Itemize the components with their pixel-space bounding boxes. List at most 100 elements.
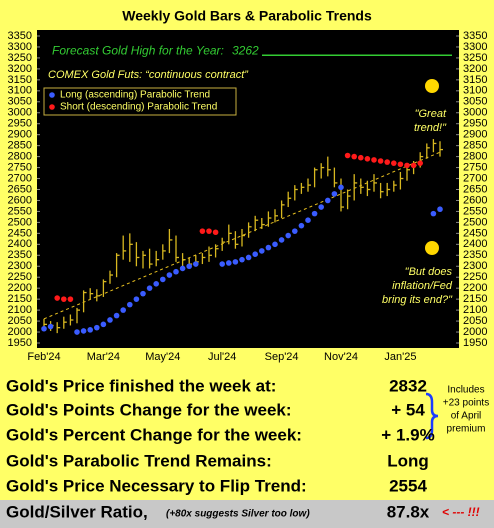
trend-dot [113,312,120,319]
x-tick-label: Jan'25 [384,351,416,363]
worried-icon [425,241,439,255]
trend-dot [61,296,67,302]
trend-dot [397,161,404,168]
trend-dot [331,191,338,197]
trend-dot [80,328,87,334]
ratio-alert: < --- !!! [442,505,480,519]
y-tick-label: 2650 [8,183,32,195]
trend-dot [292,228,298,234]
trend-dot [325,197,331,204]
y2-tick-label: 1950 [463,337,487,349]
trend-dot [212,229,219,236]
trend-dot [437,206,443,213]
summary-label: Gold's Price finished the week at: [6,376,276,395]
summary-label: Gold's Parabolic Trend Remains: [6,451,272,470]
y2-tick-label: 2100 [463,304,487,316]
trend-dot [160,276,166,283]
ratio-value: 87.8x [387,502,430,521]
annotation: "But does [405,266,453,278]
trend-dot [338,184,344,191]
legend-label: Long (ascending) Parabolic Trend [60,90,210,101]
trend-dot [245,254,252,261]
y-tick-label: 2750 [8,161,32,173]
y-tick-label: 3000 [8,107,32,119]
trend-dot [384,159,391,165]
trend-dot [252,251,258,257]
y2-tick-label: 3150 [463,74,487,86]
x-tick-label: Sep'24 [265,351,299,363]
y2-tick-label: 2750 [463,161,487,173]
y2-tick-label: 2250 [463,271,487,283]
y2-tick-label: 2800 [463,151,487,163]
trend-dot [186,263,192,270]
trend-dot [94,324,100,331]
trend-dot [166,272,173,278]
y-tick-label: 2850 [8,140,32,152]
y-tick-label: 2700 [8,172,32,184]
trend-dot [173,268,179,275]
trend-dot [133,296,140,302]
summary-value: 2554 [389,476,427,495]
x-tick-label: Nov'24 [324,351,358,363]
trend-dot [127,301,133,308]
summary-label: Gold's Price Necessary to Flip Trend: [6,476,307,495]
y-tick-label: 3050 [8,96,32,108]
y2-tick-label: 3300 [463,41,487,53]
y-tick-label: 2250 [8,271,32,283]
smiley-icon [425,79,439,93]
ratio-band [0,500,494,528]
ratio-label: Gold/Silver Ratio, [6,502,148,521]
y2-tick-label: 2700 [463,172,487,184]
y2-tick-label: 2200 [463,282,487,294]
y2-tick-label: 3000 [463,107,487,119]
trend-dot [358,154,364,161]
x-tick-label: Mar'24 [87,351,120,363]
y-tick-label: 2200 [8,282,32,294]
summary-label: Gold's Percent Change for the week: [6,425,302,444]
y2-tick-label: 3100 [463,85,487,97]
annotation: bring its end?" [382,294,453,306]
y-tick-label: 3350 [8,30,32,42]
y-tick-label: 2500 [8,216,32,228]
trend-dot [54,295,60,301]
y2-tick-label: 2550 [463,205,487,217]
y-tick-label: 2150 [8,293,32,305]
trend-dot [410,162,417,169]
y-tick-label: 3100 [8,85,32,97]
trend-dot [74,329,80,335]
y-tick-label: 2900 [8,129,32,141]
y2-tick-label: 2300 [463,260,487,272]
y2-tick-label: 2450 [463,227,487,239]
trend-dot [206,228,212,234]
premium-note: +23 points [443,398,489,409]
trend-dot [351,153,358,160]
summary-value: 2832 [389,376,427,395]
y2-tick-label: 2900 [463,129,487,141]
y2-tick-label: 3350 [463,30,487,42]
trend-dot [100,321,107,328]
y-tick-label: 2400 [8,238,32,250]
y2-tick-label: 2400 [463,238,487,250]
forecast-value: 3262 [232,43,259,57]
trend-dot [311,210,318,217]
trend-dot [47,323,54,330]
trend-dot [153,280,159,287]
trend-dot [391,160,397,166]
legend-box [43,87,237,116]
y-tick-label: 3200 [8,63,32,75]
summary-label: Gold's Points Change for the week: [6,400,292,419]
y2-tick-label: 2850 [463,140,487,152]
summary-value: + 54 [391,400,425,419]
trend-dot [265,244,272,251]
trend-dot [272,241,278,248]
trend-dot [146,285,153,291]
y2-tick-label: 3050 [463,96,487,108]
y-tick-label: 2800 [8,151,32,163]
y2-tick-label: 2000 [463,326,487,338]
summary-value: Long [387,451,429,470]
y-tick-label: 3250 [8,52,32,64]
trend-dot [239,256,245,263]
trend-dot [199,228,206,234]
subtitle: COMEX Gold Futs: “continuous contract” [48,69,249,81]
